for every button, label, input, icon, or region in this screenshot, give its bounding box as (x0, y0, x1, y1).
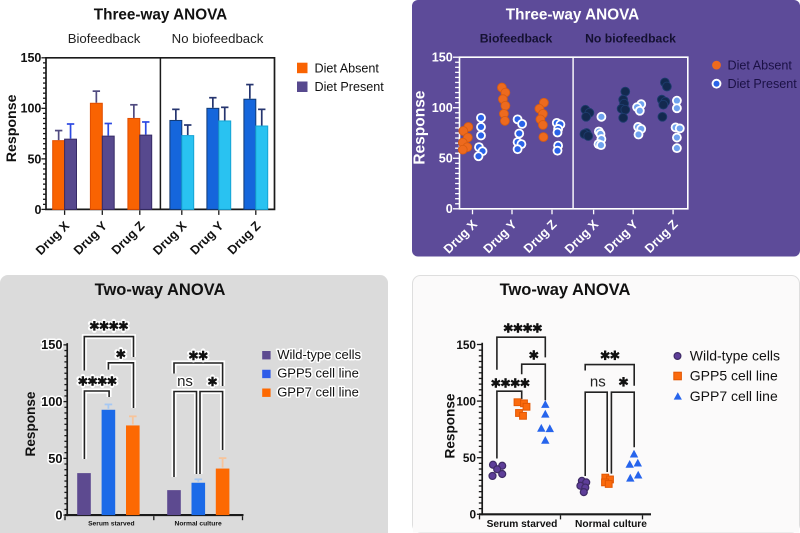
svg-text:100: 100 (432, 101, 453, 115)
svg-text:Serum starved: Serum starved (88, 521, 134, 528)
svg-text:Serum starved: Serum starved (487, 519, 558, 530)
svg-text:Normal culture: Normal culture (174, 521, 221, 528)
svg-text:150: 150 (432, 51, 453, 65)
svg-text:Diet Absent: Diet Absent (315, 61, 380, 75)
svg-text:Diet Absent: Diet Absent (728, 59, 793, 73)
svg-text:Biofeedback: Biofeedback (480, 32, 553, 46)
svg-text:100: 100 (41, 394, 62, 409)
svg-text:GPP5 cell line: GPP5 cell line (277, 366, 359, 381)
svg-text:Three-way ANOVA: Three-way ANOVA (506, 7, 639, 24)
svg-text:50: 50 (27, 152, 41, 166)
svg-text:Diet Present: Diet Present (315, 80, 385, 94)
svg-text:150: 150 (21, 51, 42, 65)
svg-text:No biofeedback: No biofeedback (172, 31, 264, 46)
svg-text:0: 0 (469, 508, 476, 522)
svg-text:100: 100 (21, 102, 42, 116)
svg-text:Response: Response (23, 391, 38, 456)
svg-text:100: 100 (456, 395, 476, 409)
svg-text:ns: ns (590, 374, 606, 391)
svg-text:Diet Present: Diet Present (728, 77, 798, 91)
svg-text:Two-way ANOVA: Two-way ANOVA (95, 281, 226, 299)
svg-text:ns: ns (177, 373, 193, 390)
svg-text:Response: Response (412, 90, 429, 164)
svg-text:GPP5 cell line: GPP5 cell line (690, 367, 778, 383)
svg-text:Biofeedback: Biofeedback (68, 31, 141, 46)
svg-text:0: 0 (55, 508, 62, 523)
svg-text:Wild-type cells: Wild-type cells (690, 347, 780, 363)
svg-text:50: 50 (439, 152, 453, 166)
svg-text:GPP7 cell line: GPP7 cell line (690, 388, 778, 404)
svg-text:Response: Response (4, 94, 20, 162)
svg-text:50: 50 (48, 451, 62, 466)
svg-text:Wild-type cells: Wild-type cells (277, 347, 361, 362)
svg-text:Three-way ANOVA: Three-way ANOVA (94, 7, 227, 24)
svg-text:150: 150 (41, 337, 62, 352)
svg-text:Normal culture: Normal culture (575, 519, 647, 530)
svg-text:0: 0 (446, 202, 453, 216)
svg-text:0: 0 (34, 203, 41, 217)
svg-text:50: 50 (463, 451, 477, 465)
svg-text:Response: Response (442, 393, 457, 458)
svg-text:GPP7 cell line: GPP7 cell line (277, 384, 359, 399)
svg-text:No biofeedback: No biofeedback (585, 32, 676, 46)
svg-text:150: 150 (456, 338, 476, 352)
svg-text:Two-way ANOVA: Two-way ANOVA (500, 281, 631, 299)
